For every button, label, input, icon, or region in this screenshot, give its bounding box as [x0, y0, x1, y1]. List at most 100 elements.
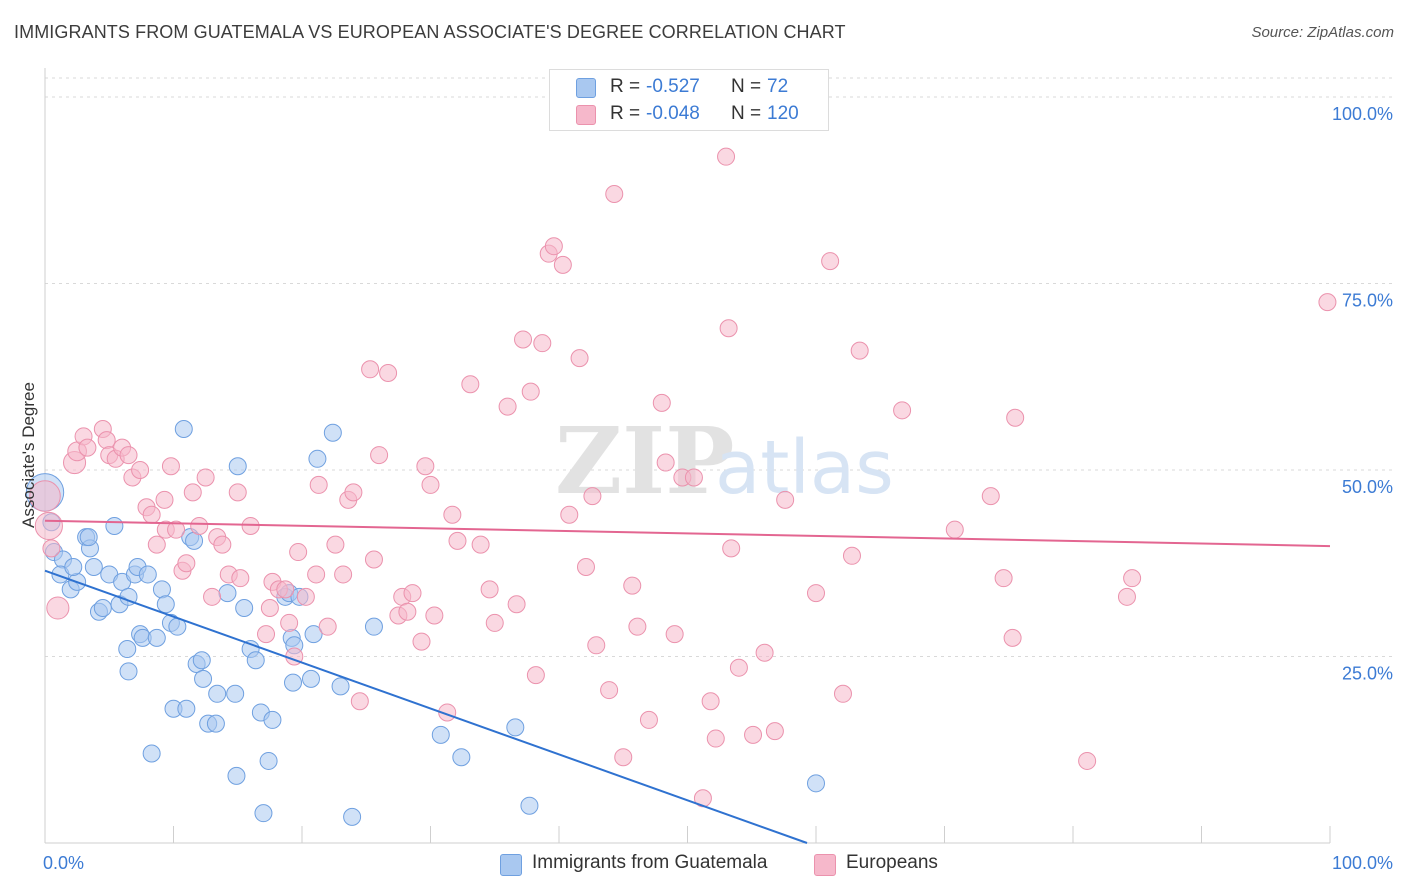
europeans-point [729, 658, 748, 677]
guatemala-point [218, 584, 237, 603]
europeans-point [480, 580, 499, 599]
guatemala-point [174, 419, 193, 438]
europeans-point [296, 587, 315, 606]
europeans-point [425, 606, 444, 625]
europeans-point [46, 596, 70, 620]
guatemala-point [331, 677, 350, 696]
europeans-trend-line [44, 519, 1331, 548]
europeans-point [344, 483, 363, 502]
europeans-point [29, 480, 61, 512]
europeans-point [776, 490, 795, 509]
guatemala-point [64, 557, 83, 576]
europeans-point [443, 505, 462, 524]
europeans-point [605, 184, 624, 203]
europeans-point [570, 349, 589, 368]
europeans-point [276, 580, 295, 599]
europeans-point [842, 546, 861, 565]
guatemala-point [206, 714, 225, 733]
europeans-point [1123, 569, 1142, 588]
legend-row-europeans: R = -0.048 N = 120 [550, 100, 828, 128]
europeans-point [1078, 751, 1097, 770]
europeans-point [893, 401, 912, 420]
y-axis-label: Associate's Degree [19, 382, 38, 528]
legend-swatch-guatemala [576, 78, 596, 98]
europeans-point [485, 613, 504, 632]
europeans-point [587, 636, 606, 655]
correlation-legend: R = -0.527 N = 72 R = -0.048 N = 120 [549, 69, 829, 131]
europeans-point [142, 505, 161, 524]
europeans-point [231, 569, 250, 588]
legend-n-label: N = [731, 103, 762, 124]
guatemala-point [235, 599, 254, 618]
bottom-legend-label-guatemala: Immigrants from Guatemala [532, 852, 768, 873]
europeans-point [289, 543, 308, 562]
watermark: ZIP atlas [555, 407, 894, 515]
europeans-point [652, 393, 671, 412]
grid-lines [45, 77, 1392, 657]
guatemala-point [152, 580, 171, 599]
legend-row-guatemala: R = -0.527 N = 72 [550, 73, 828, 101]
chart-title: IMMIGRANTS FROM GUATEMALA VS EUROPEAN AS… [14, 22, 846, 42]
europeans-point [364, 550, 383, 569]
europeans-point [119, 446, 138, 465]
legend-r-label: R = [610, 76, 641, 97]
europeans-point [34, 511, 63, 541]
europeans-point [398, 602, 417, 621]
y-tick-label: 100.0% [1332, 104, 1393, 124]
europeans-point [665, 625, 684, 644]
guatemala-point [301, 669, 320, 688]
europeans-point [280, 613, 299, 632]
guatemala-point [520, 796, 539, 815]
europeans-point [623, 576, 642, 595]
guatemala-point [147, 628, 166, 647]
guatemala-point [284, 673, 303, 692]
europeans-point [309, 475, 328, 494]
europeans-point [196, 468, 215, 487]
europeans-point [583, 487, 602, 506]
legend-swatch-europeans [576, 105, 596, 125]
europeans-point [370, 446, 389, 465]
europeans-point [533, 334, 552, 353]
europeans-point [379, 364, 398, 383]
bottom-legend-swatch-guatemala [500, 854, 522, 876]
europeans-point [203, 587, 222, 606]
europeans-point [350, 692, 369, 711]
europeans-point [1003, 628, 1022, 647]
europeans-point [147, 535, 166, 554]
europeans-point [1318, 293, 1337, 312]
europeans-point [318, 617, 337, 636]
europeans-point [361, 360, 380, 379]
guatemala-point [138, 565, 157, 584]
series-europeans-points [29, 147, 1337, 808]
europeans-point [514, 330, 533, 349]
guatemala-point [105, 516, 124, 535]
axes [44, 68, 1331, 844]
europeans-point [260, 599, 279, 618]
legend-n-value: 72 [767, 76, 789, 97]
guatemala-point [228, 457, 247, 476]
guatemala-point [304, 625, 323, 644]
europeans-point [981, 487, 1000, 506]
europeans-point [241, 516, 260, 535]
europeans-point [553, 255, 572, 274]
europeans-point [600, 681, 619, 700]
guatemala-point [79, 528, 98, 547]
guatemala-point [84, 557, 103, 576]
guatemala-point [226, 684, 245, 703]
guatemala-point [506, 718, 525, 737]
europeans-point [42, 539, 61, 558]
europeans-point [744, 725, 763, 744]
europeans-point [656, 453, 675, 472]
guatemala-point [93, 599, 112, 618]
europeans-point [326, 535, 345, 554]
guatemala-point [142, 744, 161, 763]
europeans-point [412, 632, 431, 651]
europeans-point [461, 375, 480, 394]
guatemala-point [323, 423, 342, 442]
bottom-legend-swatch-europeans [814, 854, 836, 876]
europeans-point [833, 684, 852, 703]
legend-n-label: N = [731, 76, 762, 97]
europeans-point [945, 520, 964, 539]
europeans-point [448, 531, 467, 550]
